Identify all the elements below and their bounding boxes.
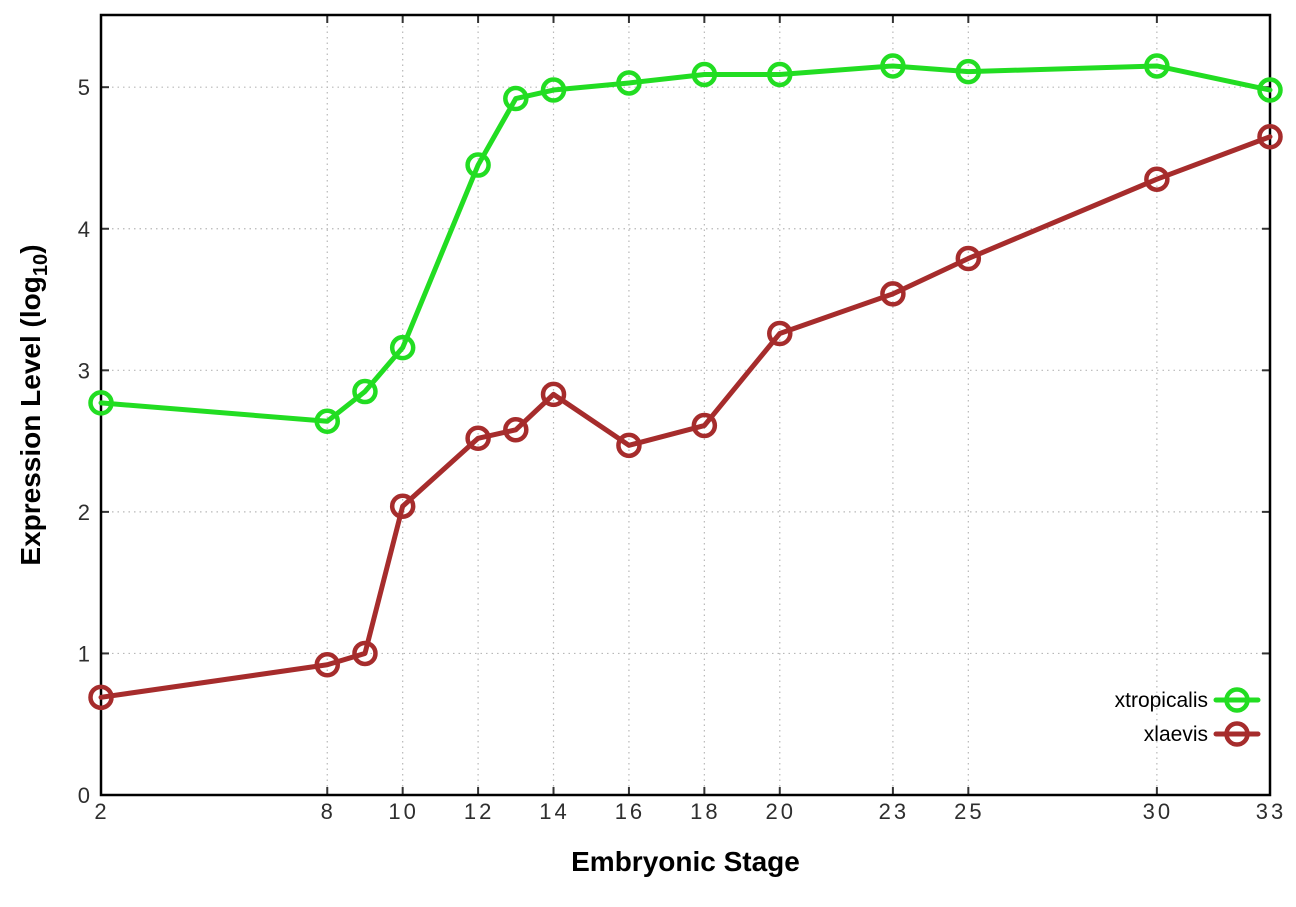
- y-axis-title-subscript: 10: [29, 253, 52, 277]
- x-tick-label: 18: [690, 799, 720, 824]
- x-tick-label: 14: [539, 799, 569, 824]
- marker-xlaevis: [352, 640, 378, 667]
- marker-xtropicalis: [465, 152, 491, 178]
- legend-sample-marker-xtropicalis: [1224, 687, 1250, 713]
- marker-xlaevis: [465, 425, 491, 452]
- marker-xlaevis: [1144, 166, 1170, 192]
- y-tick-label: 2: [78, 500, 90, 525]
- plot-border: [99, 13, 1272, 797]
- y-axis-title-text: Expression Level (log: [15, 276, 47, 566]
- marker-xlaevis: [540, 381, 567, 408]
- series-line-xtropicalis: [98, 63, 1273, 424]
- marker-xlaevis: [955, 245, 982, 272]
- marker-xtropicalis: [616, 70, 642, 96]
- x-tick-label: 8: [321, 799, 336, 824]
- y-tick-label: 1: [78, 641, 90, 666]
- marker-xtropicalis: [314, 408, 341, 435]
- marker-xtropicalis: [389, 334, 416, 361]
- x-tick-label: 10: [388, 799, 418, 824]
- marker-xtropicalis: [880, 53, 906, 79]
- x-tick-label: 12: [464, 799, 494, 824]
- y-tick-label: 4: [78, 217, 90, 242]
- marker-xlaevis: [503, 417, 529, 443]
- marker-xtropicalis: [767, 61, 793, 88]
- legend-label-xlaevis: xlaevis: [1144, 723, 1208, 746]
- x-tick-label: 20: [766, 799, 796, 824]
- marker-xlaevis: [767, 320, 793, 347]
- y-tick-label: 5: [78, 75, 90, 100]
- marker-xlaevis: [880, 281, 906, 307]
- y-axis-title: Expression Level (log10): [15, 244, 53, 565]
- marker-xtropicalis: [1144, 53, 1170, 79]
- x-tick-label: 23: [879, 799, 909, 824]
- x-axis-title: Embryonic Stage: [571, 846, 800, 877]
- legend-sample-marker-xlaevis: [1224, 721, 1250, 747]
- marker-xlaevis: [691, 412, 718, 439]
- marker-xtropicalis: [540, 77, 567, 103]
- marker-xtropicalis: [352, 378, 378, 405]
- series-line-xlaevis: [98, 134, 1273, 700]
- marker-xlaevis: [389, 493, 416, 519]
- marker-xlaevis: [616, 432, 642, 459]
- x-tick-label: 2: [94, 799, 109, 824]
- marker-xtropicalis: [88, 390, 114, 416]
- marker-xtropicalis: [691, 61, 718, 88]
- marker-xtropicalis: [503, 85, 529, 112]
- marker-xlaevis: [314, 652, 341, 678]
- x-tick-label: 25: [954, 799, 984, 824]
- marker-xtropicalis: [1257, 77, 1283, 103]
- marker-xlaevis: [1257, 123, 1283, 150]
- x-tick-label: 33: [1256, 799, 1286, 824]
- marker-xlaevis: [88, 684, 114, 711]
- y-tick-label: 0: [78, 783, 90, 808]
- y-axis-title-suffix: ): [15, 244, 47, 254]
- marker-xtropicalis: [955, 58, 982, 85]
- x-tick-label: 16: [615, 799, 645, 824]
- x-tick-label: 30: [1143, 799, 1173, 824]
- legend-label-xtropicalis: xtropicalis: [1115, 689, 1208, 712]
- y-tick-label: 3: [78, 358, 90, 383]
